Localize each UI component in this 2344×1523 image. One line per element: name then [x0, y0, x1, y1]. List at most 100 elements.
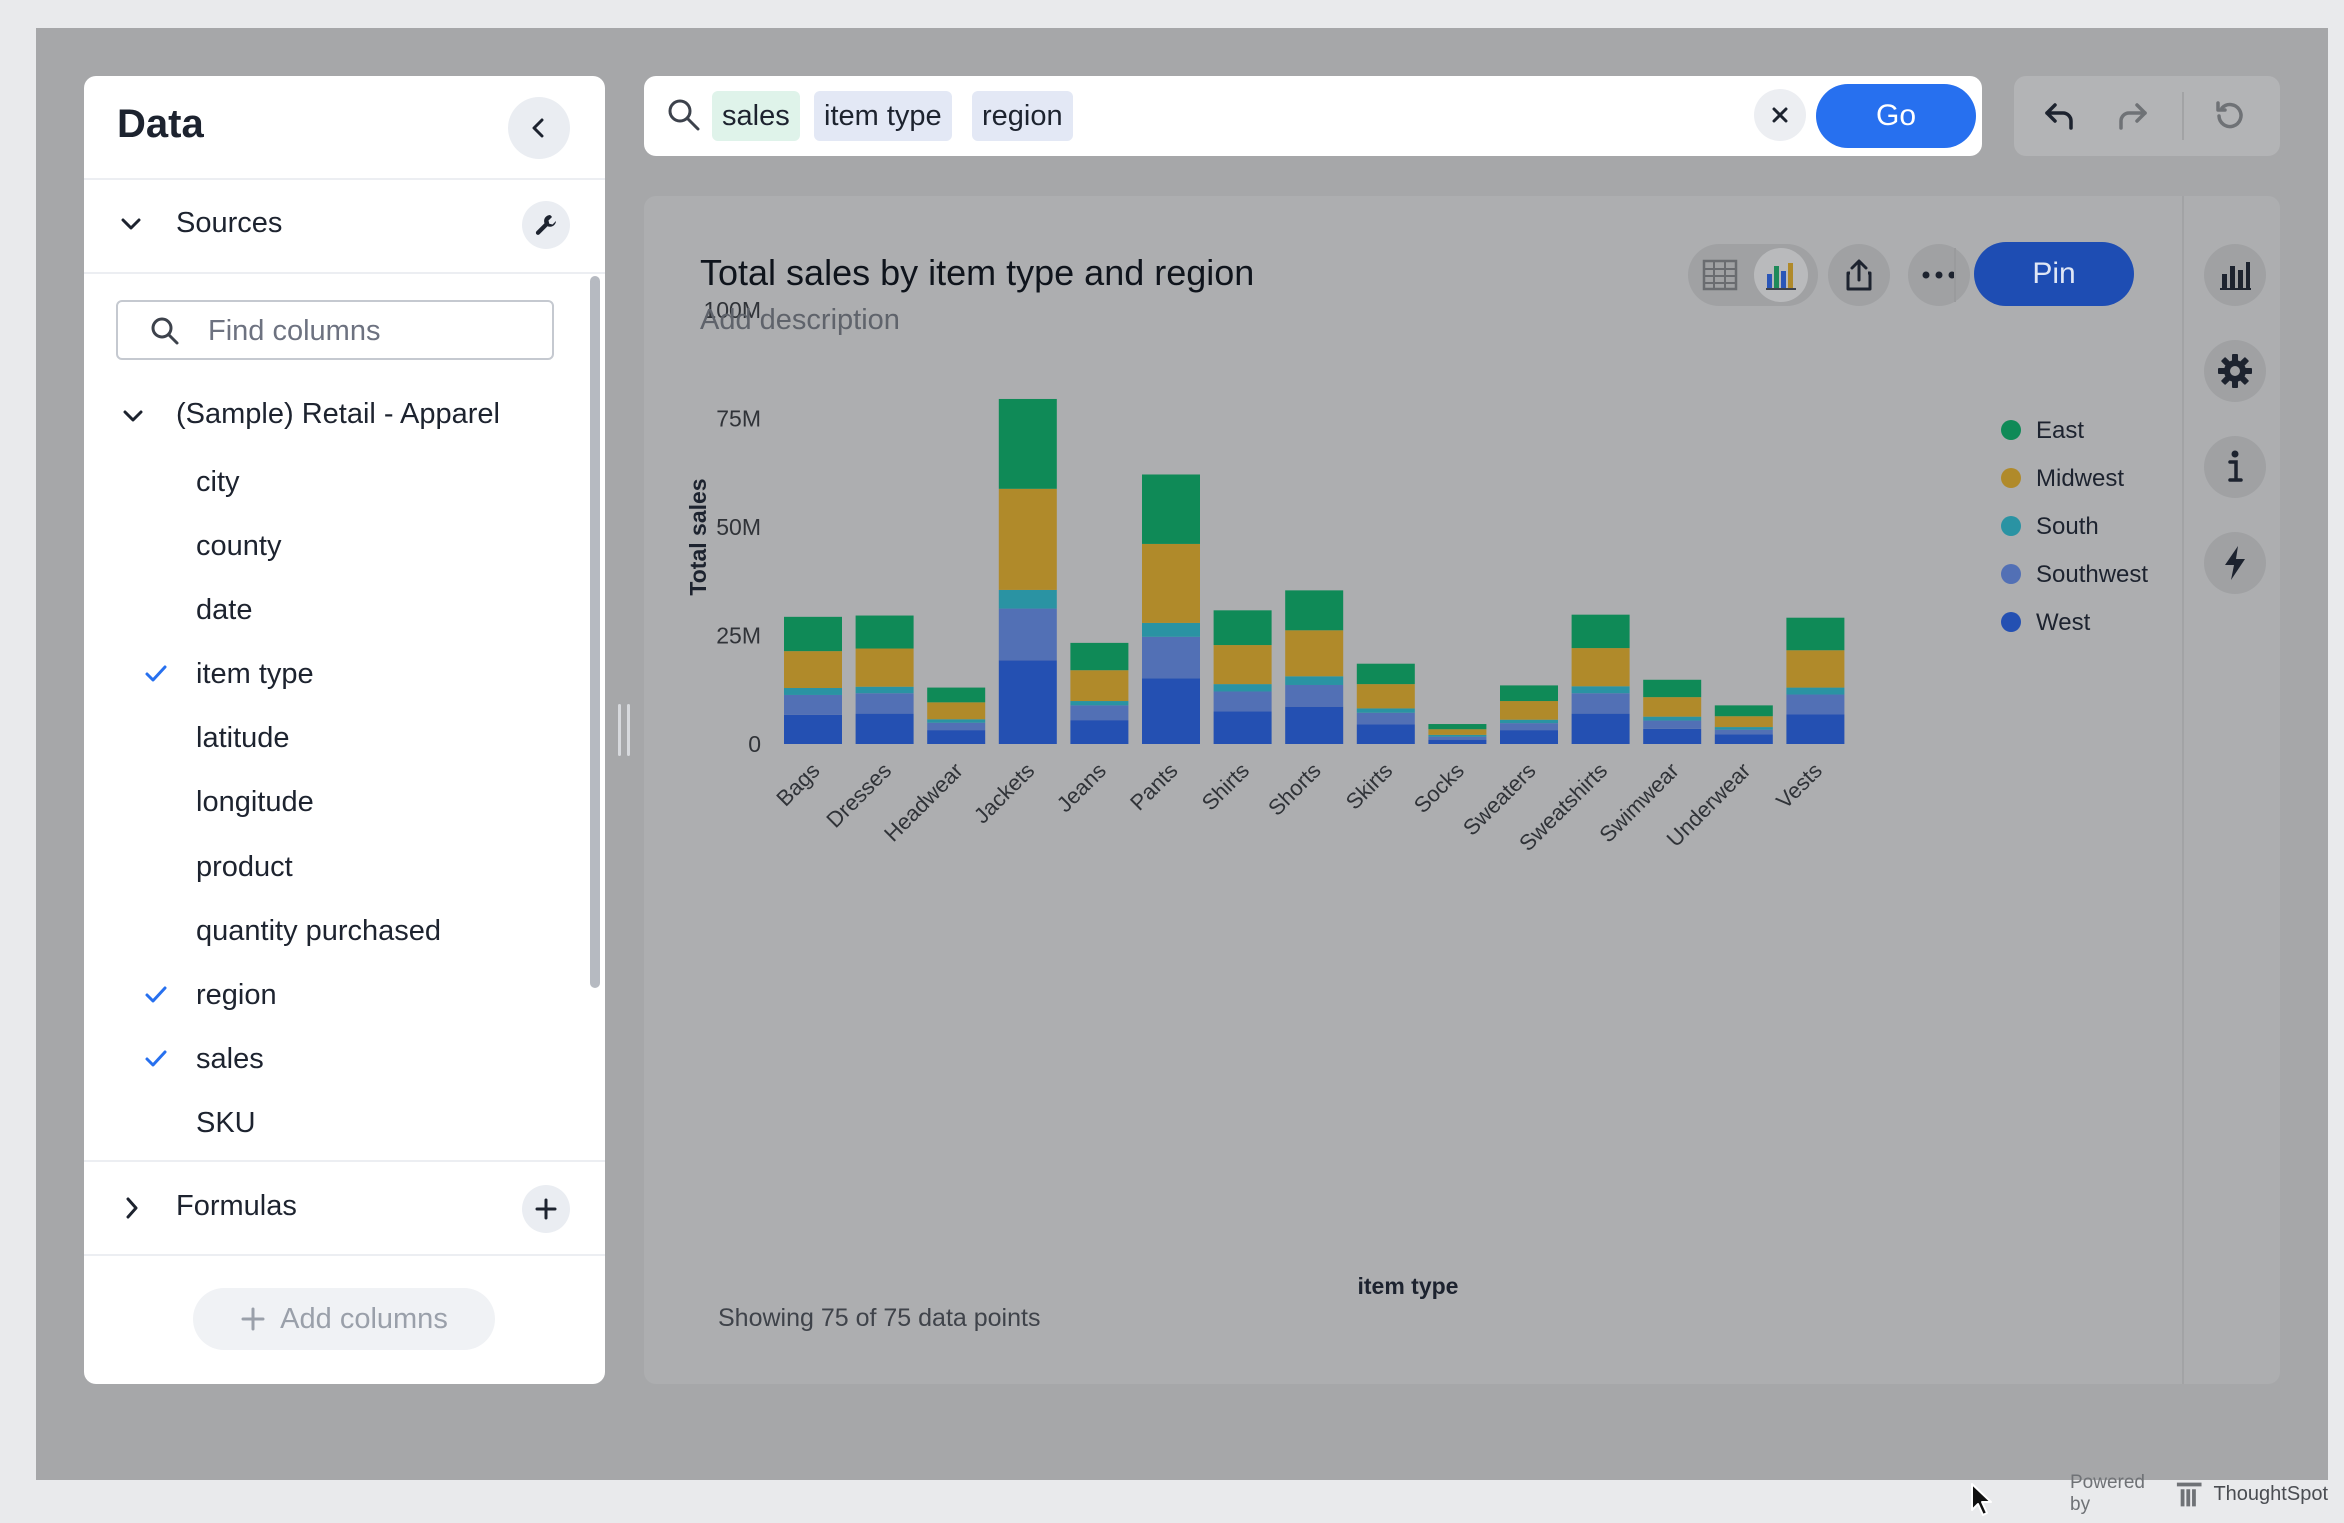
bar-segment-south	[855, 686, 914, 694]
column-item[interactable]: county	[84, 516, 564, 580]
column-label: county	[196, 530, 282, 563]
bar-segment-midwest	[1070, 670, 1129, 702]
brand-name: ThoughtSpot	[2213, 1482, 2328, 1505]
formulas-section-header[interactable]: Formulas	[84, 1162, 605, 1254]
search-bar[interactable]: sales item type region Go	[644, 76, 1982, 156]
y-tick-label: 75M	[716, 406, 761, 432]
bar-segment-east	[1571, 614, 1630, 649]
bar-segment-west	[1571, 713, 1630, 744]
chart-type-button[interactable]	[2204, 244, 2266, 306]
x-tick-label: Pants	[1125, 758, 1182, 815]
bar-segment-west	[927, 730, 986, 744]
column-list-scrollbar[interactable]	[590, 276, 600, 988]
more-icon	[1922, 271, 1956, 279]
collapse-panel-button[interactable]	[508, 97, 570, 159]
chart-view-button[interactable]	[1754, 248, 1808, 302]
bar-segment-midwest	[927, 702, 986, 720]
add-formula-button[interactable]	[522, 1185, 570, 1233]
column-item[interactable]: city	[84, 452, 564, 516]
redo-button[interactable]	[2110, 94, 2154, 138]
table-view-icon[interactable]	[1702, 257, 1738, 293]
clear-search-button[interactable]	[1754, 89, 1806, 141]
x-tick-label: Shirts	[1197, 758, 1254, 815]
x-tick-label: Bags	[771, 758, 824, 811]
add-columns-button[interactable]: Add columns	[193, 1288, 495, 1350]
chevron-down-icon[interactable]	[122, 408, 144, 424]
legend-label: West	[2036, 609, 2091, 636]
column-item[interactable]: SKU	[84, 1093, 564, 1157]
legend-swatch	[2001, 516, 2021, 536]
find-columns-field[interactable]	[116, 300, 554, 360]
column-item[interactable]: latitude	[84, 708, 564, 772]
divider	[1954, 248, 1956, 302]
bar-segment-southwest	[1213, 691, 1272, 712]
sources-label: Sources	[176, 207, 283, 239]
bar-segment-midwest	[1786, 650, 1845, 688]
bar-segment-southwest	[784, 694, 842, 715]
checkmark-icon	[145, 665, 167, 682]
sources-section-header[interactable]: Sources	[84, 180, 605, 270]
bar-segment-east	[1786, 617, 1845, 651]
column-label: product	[196, 850, 293, 883]
search-token-item-type[interactable]: item type	[814, 91, 952, 141]
undo-button[interactable]	[2038, 94, 2082, 138]
bar-segment-midwest	[855, 648, 914, 687]
bar-segment-southwest	[1428, 736, 1487, 740]
column-label: date	[196, 594, 253, 627]
bar-segment-southwest	[1070, 705, 1129, 721]
add-columns-label: Add columns	[280, 1302, 448, 1335]
bar-segment-west	[1213, 711, 1272, 744]
legend-swatch	[2001, 612, 2021, 632]
panel-resize-handle[interactable]	[618, 704, 632, 756]
column-label: quantity purchased	[196, 914, 442, 947]
legend-swatch	[2001, 420, 2021, 440]
source-name[interactable]: (Sample) Retail - Apparel	[176, 398, 500, 430]
reset-icon	[2216, 101, 2243, 129]
column-item[interactable]: region	[84, 965, 564, 1029]
powered-by-label: Powered by	[2070, 1472, 2145, 1515]
chart-title[interactable]: Total sales by item type and region	[700, 252, 1255, 293]
gear-icon	[2218, 354, 2252, 388]
x-tick-label: Skirts	[1341, 758, 1398, 815]
legend-label: South	[2036, 513, 2099, 540]
search-token-region[interactable]: region	[972, 91, 1073, 141]
history-controls	[2014, 76, 2280, 156]
manage-sources-button[interactable]	[522, 201, 570, 249]
search-token-sales[interactable]: sales	[712, 91, 800, 141]
y-axis-label: Total sales	[685, 478, 711, 595]
chart-card: 0 25M 50M 75M 100M Total sales Bags Dresses Head…	[644, 196, 2280, 1384]
column-item[interactable]: item type	[84, 644, 564, 708]
bar-segment-south	[1142, 622, 1200, 637]
x-tick-label: Jeans	[1052, 758, 1111, 817]
column-item[interactable]: longitude	[84, 772, 564, 836]
insights-button[interactable]	[2204, 532, 2266, 594]
column-label: sales	[196, 1042, 264, 1075]
x-tick-label: Headwear	[879, 758, 968, 847]
column-item[interactable]: date	[84, 580, 564, 644]
data-points-summary: Showing 75 of 75 data points	[718, 1304, 1041, 1332]
column-label: latitude	[196, 722, 290, 755]
bar-segment-south	[1356, 708, 1415, 713]
bar-segment-southwest	[927, 722, 986, 731]
bar-segment-west	[1285, 706, 1344, 744]
bar-segment-west	[855, 713, 914, 744]
column-item[interactable]: quantity purchased	[84, 901, 564, 965]
info-button[interactable]	[2204, 436, 2266, 498]
search-icon	[668, 99, 700, 131]
column-item[interactable]: sales	[84, 1029, 564, 1093]
settings-button[interactable]	[2204, 340, 2266, 402]
chevron-left-icon	[532, 118, 544, 138]
bar-segment-midwest	[1142, 543, 1200, 623]
bar-segment-midwest	[998, 488, 1057, 590]
find-columns-input[interactable]	[206, 310, 540, 352]
bar-segment-southwest	[1714, 729, 1773, 735]
go-button[interactable]: Go	[1816, 84, 1976, 148]
reset-button[interactable]	[2208, 94, 2252, 138]
column-item[interactable]: product	[84, 837, 564, 901]
chart-description[interactable]: Add description	[700, 304, 900, 336]
bar-segment-south	[1285, 676, 1344, 685]
pin-button[interactable]: Pin	[1974, 242, 2134, 306]
more-options-button[interactable]	[1908, 244, 1970, 306]
share-button[interactable]	[1828, 244, 1890, 306]
bar-segment-east	[1356, 663, 1415, 685]
